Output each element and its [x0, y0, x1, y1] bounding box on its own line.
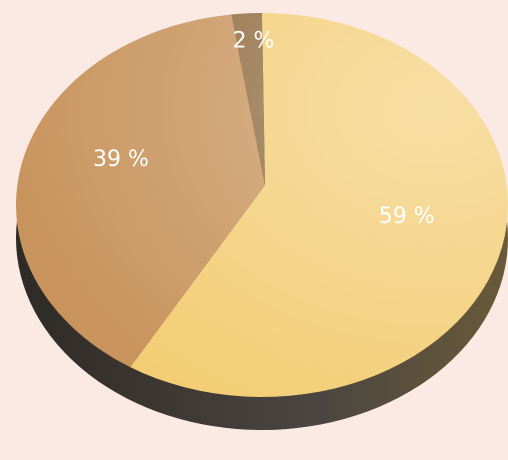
data-label: 59 % [379, 204, 435, 229]
data-label: 39 % [93, 147, 149, 172]
data-label: 2 % [232, 28, 274, 53]
labels: 59 % 39 % 2 % [93, 28, 435, 229]
